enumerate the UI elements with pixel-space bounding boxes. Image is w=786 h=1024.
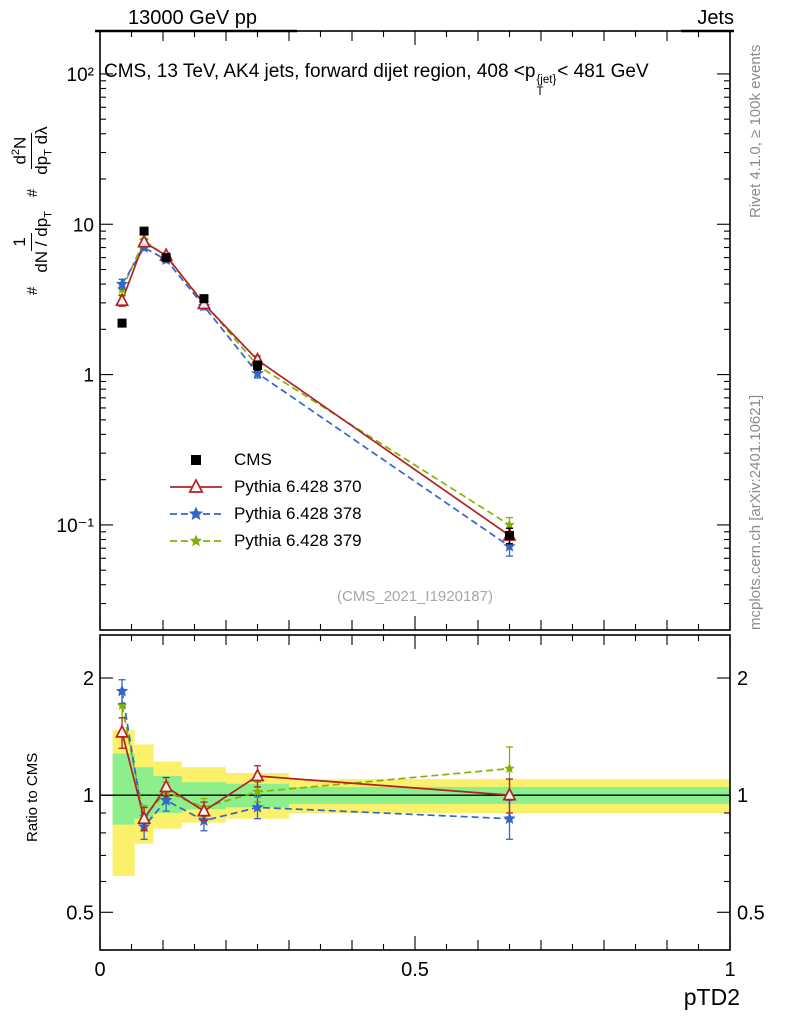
- axis-tick-labels: 10² 10 1 10⁻¹ 2 2 1 1 0.5 0.5 0 0.5 1: [57, 65, 765, 981]
- main-series: [115, 226, 517, 557]
- legend-marker-2: [170, 506, 222, 520]
- legend-label: Pythia 6.428 378: [234, 503, 362, 523]
- svg-text:0.5: 0.5: [737, 902, 765, 924]
- legend: CMS Pythia 6.428 370 Pythia 6.428 378 Py…: [166, 446, 362, 554]
- fraction-numerator: d2N: [10, 132, 33, 169]
- svg-text:0.5: 0.5: [401, 959, 429, 981]
- analysis-id-watermark: (CMS_2021_I1920187): [337, 588, 493, 605]
- axis-ticks: [99, 31, 731, 951]
- ylabel-fraction-2: d2N dpT dλ: [10, 124, 56, 176]
- svg-text:0.5: 0.5: [66, 902, 94, 924]
- svg-text:2: 2: [737, 668, 748, 690]
- legend-marker-3: [170, 534, 222, 546]
- ratio-y-axis-label: Ratio to CMS: [24, 752, 41, 842]
- fraction-denominator: dN / dpT: [31, 211, 55, 273]
- title-superscript: {jet}: [536, 74, 557, 86]
- hash-symbol: #: [24, 188, 42, 198]
- hash-symbol: #: [24, 286, 42, 295]
- legend-marker-0: [191, 454, 201, 465]
- legend-item-pythia-370: Pythia 6.428 370: [166, 473, 362, 500]
- title-subscript: T: [536, 86, 544, 99]
- svg-text:10²: 10²: [67, 65, 94, 86]
- svg-text:10: 10: [73, 215, 94, 236]
- legend-item-pythia-378: Pythia 6.428 378: [166, 500, 362, 527]
- svg-text:0: 0: [94, 959, 105, 981]
- title-text-end: < 481 GeV: [557, 61, 649, 82]
- ylabel-fraction-1: 1 dN / dpT: [10, 209, 55, 275]
- legend-item-cms: CMS: [166, 446, 362, 473]
- svg-text:2: 2: [83, 668, 94, 690]
- x-axis-label: pTD2: [683, 984, 740, 1010]
- legend-item-pythia-379: Pythia 6.428 379: [166, 527, 362, 554]
- svg-text:1: 1: [724, 959, 735, 981]
- ratio-series: [115, 679, 517, 840]
- rivet-version-note: Rivet 4.1.0, ≥ 100k events: [747, 44, 764, 218]
- plot-title: CMS, 13 TeV, AK4 jets, forward dijet reg…: [104, 61, 649, 98]
- process-group-label: Jets: [697, 7, 734, 29]
- svg-text:1: 1: [83, 785, 94, 807]
- beam-energy-label: 13000 GeV pp: [128, 7, 257, 29]
- y-axis-label: # 1 dN / dpT # d2N dpT dλ: [10, 124, 56, 295]
- fraction-numerator: 1: [10, 233, 32, 251]
- legend-label: Pythia 6.428 370: [234, 476, 362, 496]
- title-text: CMS, 13 TeV, AK4 jets, forward dijet reg…: [104, 61, 536, 82]
- svg-text:1: 1: [83, 366, 94, 387]
- svg-text:10⁻¹: 10⁻¹: [57, 516, 95, 537]
- svg-text:1: 1: [737, 785, 748, 807]
- mcplots-citation-note: mcplots.cern.ch [arXiv:2401.10621]: [747, 394, 764, 630]
- pt-jet-supsub: {jet} T: [536, 74, 556, 98]
- fraction-denominator: dpT dλ: [32, 126, 55, 175]
- legend-label: CMS: [234, 449, 272, 469]
- legend-marker-1: [170, 477, 222, 493]
- legend-label: Pythia 6.428 379: [234, 530, 362, 550]
